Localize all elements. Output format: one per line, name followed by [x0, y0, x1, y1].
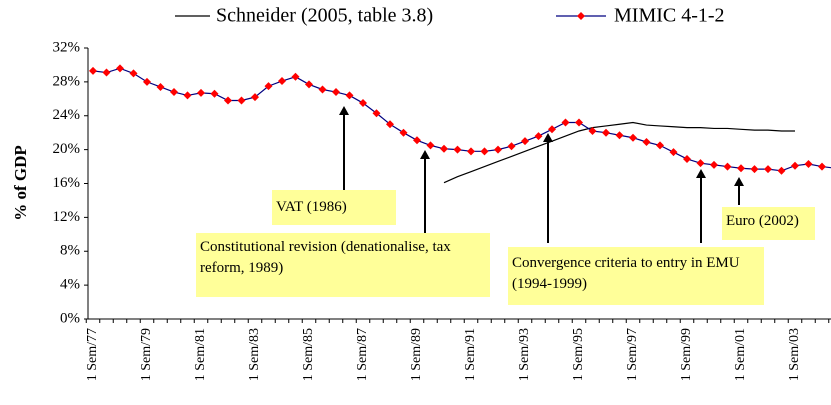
- x-tick-label: 1 Sem/77: [85, 328, 100, 381]
- point: [224, 96, 232, 105]
- point: [750, 165, 759, 174]
- y-axis-label: % of GDP: [11, 145, 30, 221]
- x-tick-label: 1 Sem/95: [571, 328, 586, 381]
- x-tick-label: 1 Sem/79: [139, 328, 154, 381]
- point: [129, 69, 138, 78]
- y-tick-label: 28%: [53, 73, 81, 89]
- point: [521, 137, 529, 146]
- point: [764, 165, 772, 174]
- y-tick-label: 16%: [53, 175, 81, 191]
- x-tick-label: 1 Sem/93: [517, 328, 532, 381]
- point: [575, 118, 583, 127]
- y-tick-label: 24%: [53, 107, 81, 123]
- point: [467, 147, 475, 156]
- point: [453, 145, 462, 154]
- x-tick-label: 1 Sem/01: [733, 328, 748, 381]
- y-tick-label: 12%: [53, 209, 81, 225]
- point: [426, 141, 435, 150]
- legend-label: MIMIC 4-1-2: [614, 5, 725, 27]
- point: [291, 72, 300, 81]
- point: [332, 88, 340, 97]
- annotation: VAT (1986): [272, 190, 396, 225]
- point: [345, 91, 354, 100]
- annotation: Constitutional revision (denationalise, …: [196, 233, 490, 297]
- point: [710, 160, 718, 169]
- arrow-head: [420, 150, 430, 159]
- x-tick-label: 1 Sem/91: [463, 328, 478, 381]
- point: [264, 82, 273, 91]
- y-tick-label: 20%: [53, 141, 81, 157]
- point: [615, 131, 624, 140]
- x-tick-label: 1 Sem/83: [247, 328, 262, 381]
- point: [156, 82, 165, 91]
- annotation: Convergence criteria to entry in EMU (19…: [508, 247, 764, 305]
- point: [696, 159, 705, 168]
- point: [642, 138, 651, 147]
- point: [318, 85, 327, 94]
- annotation: Euro (2002): [722, 207, 815, 240]
- point: [534, 132, 543, 141]
- arrow-head: [339, 106, 349, 115]
- point: [372, 109, 381, 118]
- point: [818, 162, 826, 171]
- point: [251, 93, 259, 102]
- point: [480, 147, 489, 156]
- point: [804, 160, 813, 169]
- point: [102, 68, 111, 77]
- point: [588, 126, 597, 135]
- point: [629, 133, 637, 142]
- x-tick-label: 1 Sem/89: [409, 328, 424, 381]
- point: [210, 89, 219, 98]
- point: [197, 88, 205, 97]
- legend-marker: [577, 12, 585, 20]
- point: [656, 141, 664, 150]
- point: [413, 136, 421, 145]
- x-tick-label: 1 Sem/03: [787, 328, 802, 381]
- arrow-head: [543, 133, 553, 142]
- point: [791, 161, 799, 170]
- x-tick-label: 1 Sem/97: [625, 328, 640, 381]
- x-tick-label: 1 Sem/81: [193, 328, 208, 381]
- point: [494, 145, 502, 154]
- point: [602, 128, 610, 137]
- point: [440, 144, 448, 153]
- arrow-head: [734, 177, 744, 186]
- point: [116, 64, 124, 73]
- point: [386, 120, 394, 129]
- point: [305, 80, 313, 89]
- y-tick-label: 8%: [60, 243, 80, 259]
- point: [683, 154, 691, 163]
- point: [278, 77, 286, 86]
- point: [170, 88, 178, 97]
- point: [723, 162, 732, 171]
- point: [183, 91, 192, 100]
- x-tick-label: 1 Sem/85: [301, 328, 316, 381]
- point: [548, 125, 556, 134]
- y-tick-label: 0%: [60, 310, 80, 326]
- point: [561, 118, 570, 127]
- point: [89, 66, 97, 75]
- point: [777, 166, 786, 175]
- point: [359, 99, 367, 108]
- y-tick-label: 4%: [60, 277, 80, 293]
- plot: [89, 64, 831, 184]
- x-tick-label: 1 Sem/99: [679, 328, 694, 381]
- point: [737, 164, 745, 173]
- point: [237, 96, 246, 105]
- point: [507, 142, 516, 151]
- x-tick-label: 1 Sem/87: [355, 328, 370, 381]
- point: [669, 148, 678, 157]
- series-line: [443, 121, 795, 184]
- point: [143, 77, 151, 86]
- arrow-head: [696, 169, 706, 178]
- y-tick-label: 32%: [53, 39, 81, 55]
- point: [399, 128, 408, 137]
- legend-label: Schneider (2005, table 3.8): [216, 5, 433, 27]
